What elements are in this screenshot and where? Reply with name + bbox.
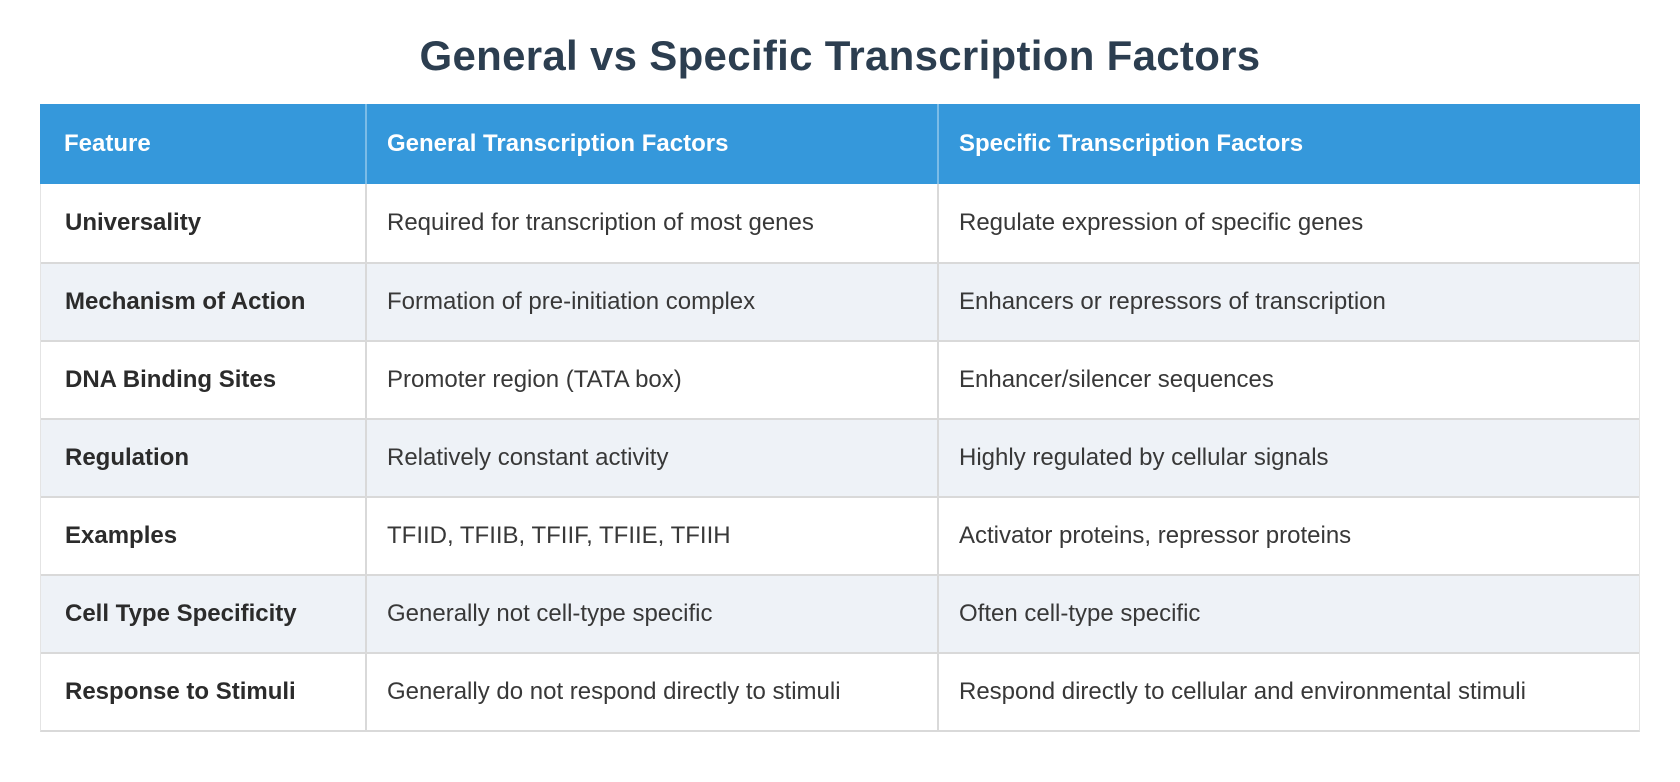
specific-cell: Respond directly to cellular and environ… (937, 654, 1639, 730)
general-cell: Generally do not respond directly to sti… (365, 654, 937, 730)
table-body: Universality Required for transcription … (40, 184, 1640, 732)
general-cell: Formation of pre-initiation complex (365, 264, 937, 340)
table-row: Response to Stimuli Generally do not res… (41, 652, 1639, 730)
specific-cell: Highly regulated by cellular signals (937, 420, 1639, 496)
table-row: Universality Required for transcription … (41, 184, 1639, 262)
comparison-table: Feature General Transcription Factors Sp… (40, 104, 1640, 732)
specific-cell: Activator proteins, repressor proteins (937, 498, 1639, 574)
feature-cell: Mechanism of Action (65, 288, 306, 315)
general-cell: Relatively constant activity (365, 420, 937, 496)
feature-cell: Examples (65, 522, 178, 549)
specific-cell: Enhancers or repressors of transcription (937, 264, 1639, 340)
header-cell-feature: Feature (64, 130, 151, 157)
specific-cell: Regulate expression of specific genes (937, 184, 1639, 262)
feature-cell: Cell Type Specificity (65, 600, 297, 627)
general-cell: Generally not cell-type specific (365, 576, 937, 652)
specific-cell: Enhancer/silencer sequences (937, 342, 1639, 418)
table-row: Examples TFIID, TFIIB, TFIIF, TFIIE, TFI… (41, 496, 1639, 574)
general-cell: Promoter region (TATA box) (365, 342, 937, 418)
table-row: DNA Binding Sites Promoter region (TATA … (41, 340, 1639, 418)
page-title: General vs Specific Transcription Factor… (419, 32, 1261, 79)
feature-cell: DNA Binding Sites (65, 366, 277, 393)
feature-cell: Response to Stimuli (65, 678, 296, 705)
table-row: Cell Type Specificity Generally not cell… (41, 574, 1639, 652)
general-cell: Required for transcription of most genes (365, 184, 937, 262)
table-row: Mechanism of Action Formation of pre-ini… (41, 262, 1639, 340)
specific-cell: Often cell-type specific (937, 576, 1639, 652)
table-row: Regulation Relatively constant activity … (41, 418, 1639, 496)
general-cell: TFIID, TFIIB, TFIIF, TFIIE, TFIIH (365, 498, 937, 574)
header-cell-general: General Transcription Factors (365, 104, 937, 184)
feature-cell: Universality (65, 209, 202, 236)
header-cell-specific: Specific Transcription Factors (937, 104, 1640, 184)
feature-cell: Regulation (65, 444, 189, 471)
table-header-row: Feature General Transcription Factors Sp… (40, 104, 1640, 184)
